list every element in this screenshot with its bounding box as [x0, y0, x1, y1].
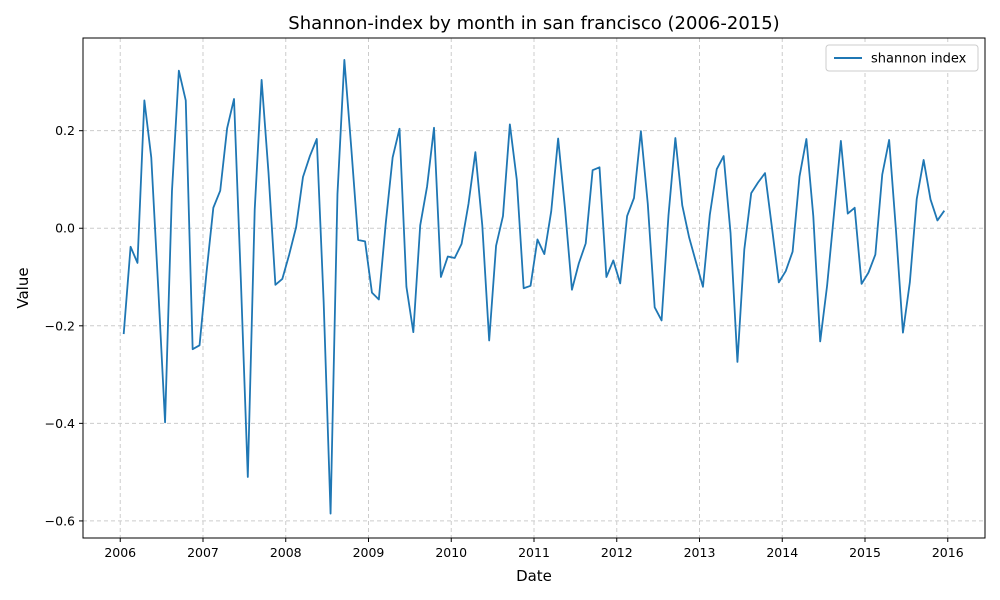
series-line-shannon-index — [122, 59, 946, 515]
grid-lines — [83, 38, 985, 538]
chart-title: Shannon-index by month in san francisco … — [288, 13, 779, 34]
y-tick-label: −0.4 — [45, 416, 75, 431]
x-tick-label: 2006 — [104, 545, 136, 560]
y-axis-label: Value — [14, 267, 32, 308]
x-tick-label: 2015 — [849, 545, 881, 560]
x-axis-label: Date — [516, 567, 552, 585]
x-tick-label: 2014 — [766, 545, 798, 560]
x-tick-label: 2008 — [270, 545, 302, 560]
x-tick-label: 2010 — [435, 545, 467, 560]
legend-label: shannon index — [871, 52, 967, 67]
legend: shannon index — [825, 44, 979, 72]
legend-box — [825, 44, 979, 72]
x-tick-label: 2012 — [601, 545, 633, 560]
y-tick-label: 0.2 — [55, 123, 75, 138]
y-tick-label: 0.0 — [55, 221, 75, 236]
series-lines — [122, 59, 946, 515]
x-tick-label: 2007 — [187, 545, 219, 560]
x-tick-label: 2009 — [353, 545, 385, 560]
y-tick-label: −0.2 — [45, 318, 75, 333]
x-tick-label: 2013 — [684, 545, 716, 560]
x-tick-label: 2016 — [932, 545, 964, 560]
x-tick-label: 2011 — [518, 545, 550, 560]
y-tick-label: −0.6 — [45, 513, 75, 528]
axis-ticks: 2006 2007 2008 2009 2010 2011 2012 2013 2014 2015… — [45, 123, 964, 560]
